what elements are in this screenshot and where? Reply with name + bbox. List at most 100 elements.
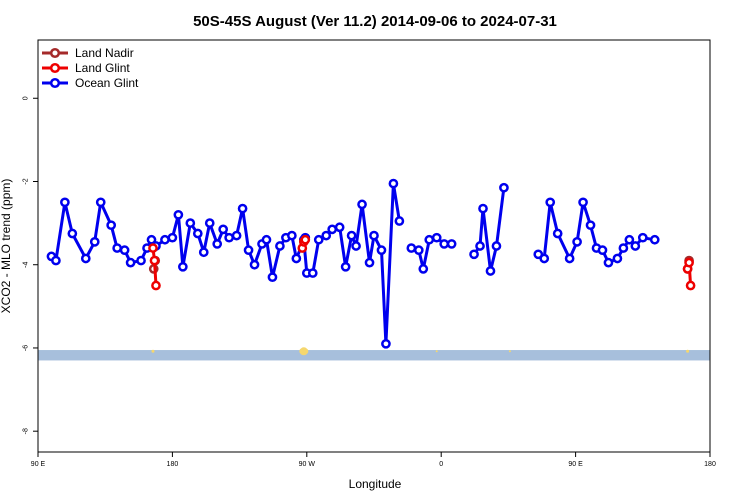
y-tick-label: -6	[23, 345, 30, 351]
land-marker	[151, 349, 155, 353]
ocean-glint-point	[237, 203, 248, 214]
ocean-glint-point	[649, 234, 660, 245]
ocean-glint-point	[572, 236, 582, 247]
x-tick-label: 90 E	[31, 461, 46, 468]
legend-land-nadir-marker	[49, 47, 61, 59]
ocean-glint-point	[106, 220, 117, 231]
y-axis-label: XCO2 - MLO trend (ppm)	[0, 179, 13, 314]
land-glint-point	[149, 255, 160, 266]
ocean-glint-point	[321, 230, 332, 241]
ocean-glint-point	[267, 272, 278, 283]
land-glint-point	[148, 243, 158, 253]
land-glint-point	[684, 257, 694, 268]
chart-title: 50S-45S August (Ver 11.2) 2014-09-06 to …	[193, 13, 557, 30]
ocean-glint-point	[624, 234, 635, 245]
plot-series	[46, 178, 696, 349]
ocean-glint-point	[261, 234, 272, 245]
y-tick-label: -4	[23, 262, 30, 268]
ocean-glint-point	[357, 199, 367, 210]
land-marker	[508, 350, 511, 353]
ocean-glint-point	[431, 232, 442, 243]
ocean-glint-point	[95, 197, 106, 208]
ocean-glint-point	[80, 253, 91, 264]
ocean-glint-point	[478, 203, 488, 214]
ocean-glint-point	[475, 241, 485, 251]
ocean-glint-point	[327, 224, 338, 235]
ocean-glint-point	[369, 230, 379, 241]
ocean-glint-point	[637, 232, 648, 243]
ocean-glint-point	[630, 241, 641, 251]
ocean-glint-point	[67, 228, 78, 239]
ocean-glint-point	[388, 178, 399, 189]
ocean-glint-point	[173, 209, 184, 220]
ocean-glint-point	[603, 257, 614, 268]
land-marker	[435, 350, 438, 353]
ocean-glint-point	[287, 230, 297, 241]
land-glint-point	[685, 280, 696, 291]
ocean-glint-point	[413, 245, 424, 256]
ocean-glint-point	[394, 216, 405, 226]
x-tick-label: 90 W	[299, 461, 316, 468]
ocean-glint-point	[89, 236, 100, 247]
ocean-glint-point	[307, 268, 318, 278]
ocean-glint-point	[112, 243, 122, 253]
x-tick-label: 90 E	[568, 461, 583, 468]
ocean-glint-point	[334, 222, 345, 233]
ocean-glint-point	[418, 264, 429, 274]
ocean-glint-point	[146, 234, 157, 245]
ocean-glint-point	[439, 239, 450, 249]
y-axis: 0 -2 -4 -6 -8	[23, 96, 38, 434]
x-tick-label: 0	[439, 461, 443, 468]
ocean-glint-point	[60, 197, 70, 208]
ocean-glint-point	[136, 255, 146, 266]
ocean-glint-point	[612, 253, 623, 264]
legend-land-glint-marker	[49, 62, 61, 74]
ocean-band	[38, 350, 710, 361]
ocean-glint-point	[381, 338, 391, 349]
ocean-glint-point	[499, 182, 509, 193]
ocean-glint-point	[585, 220, 596, 231]
ocean-glint-point	[51, 255, 61, 266]
legend-ocean-glint-label: Ocean Glint	[75, 76, 139, 90]
ocean-glint-point	[539, 253, 550, 264]
ocean-glint-point	[198, 247, 209, 258]
ocean-glint-point	[192, 228, 203, 239]
ocean-glint-point	[291, 253, 302, 264]
ocean-glint-point	[351, 241, 361, 251]
ocean-glint-point	[167, 232, 178, 243]
ocean-glint-point	[340, 261, 351, 272]
land-glint-line	[151, 247, 158, 286]
x-tick-label: 180	[704, 461, 716, 468]
land-marker	[686, 349, 690, 353]
ocean-glint-point	[204, 218, 215, 228]
land-glint-point	[300, 234, 311, 245]
ocean-glint-point	[346, 230, 357, 241]
ocean-glint-point	[446, 239, 457, 249]
ocean-glint-point	[125, 257, 136, 268]
ocean-glint-point	[545, 197, 556, 208]
ocean-glint-point	[364, 257, 375, 268]
ocean-glint-point	[376, 245, 387, 256]
ocean-glint-point	[185, 218, 196, 228]
ocean-glint-point	[249, 259, 260, 270]
land-glint-point	[151, 280, 161, 291]
plot-frame	[37, 39, 711, 453]
y-tick-label: -2	[23, 178, 30, 184]
ocean-glint-point	[469, 249, 479, 260]
ocean-glint-point	[406, 243, 417, 253]
ocean-glint-point	[224, 232, 234, 243]
land-marker	[302, 348, 309, 355]
y-tick-label: 0	[23, 96, 30, 100]
ocean-glint-point	[597, 245, 608, 256]
ocean-glint-point	[424, 234, 435, 245]
ocean-glint-point	[218, 224, 229, 235]
ocean-glint-point	[231, 230, 242, 241]
ocean-glint-point	[178, 261, 188, 272]
ocean-glint-point	[491, 241, 502, 251]
ocean-glint-point	[578, 197, 588, 208]
ocean-glint-point	[275, 241, 285, 251]
ocean-glint-point	[212, 239, 223, 249]
ocean-glint-line	[302, 182, 401, 346]
ocean-glint-point	[313, 234, 324, 245]
ocean-glint-point	[119, 245, 130, 256]
